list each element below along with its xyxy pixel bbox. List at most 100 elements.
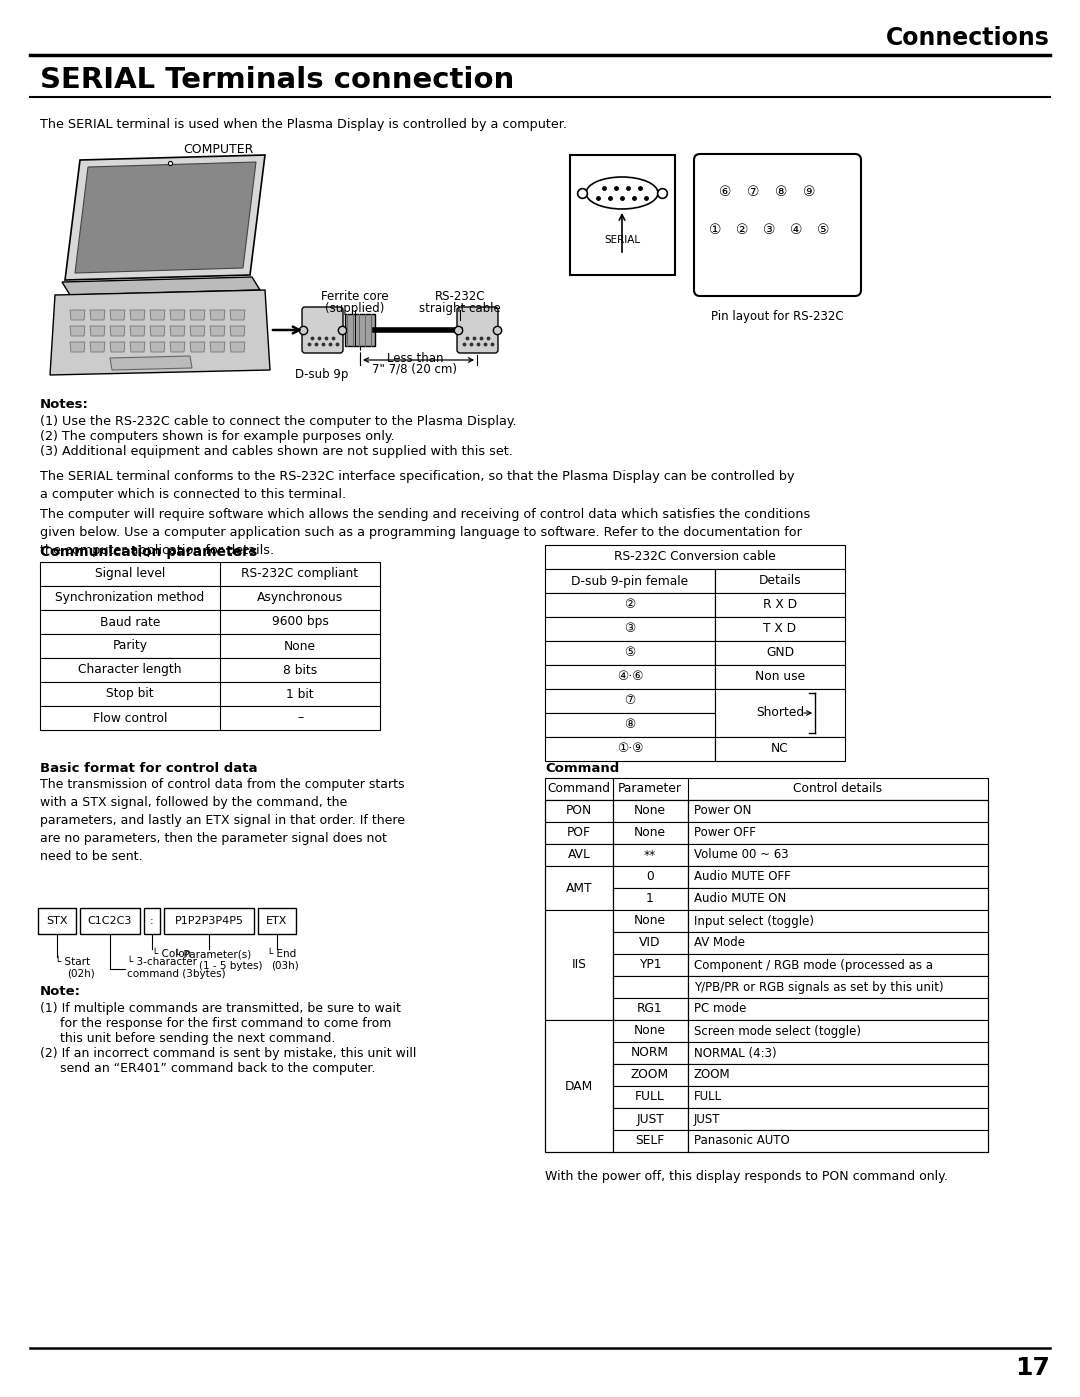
Text: :: : — [150, 916, 153, 926]
Bar — [688, 1065, 988, 1085]
Text: ⑦: ⑦ — [746, 184, 759, 198]
Text: ⑧: ⑧ — [774, 184, 787, 198]
Text: T X D: T X D — [764, 623, 797, 636]
Polygon shape — [110, 342, 125, 352]
Text: for the response for the first command to come from: for the response for the first command t… — [40, 1017, 391, 1030]
Bar — [715, 738, 845, 761]
Text: RG1: RG1 — [637, 1003, 663, 1016]
FancyBboxPatch shape — [457, 307, 498, 353]
Text: (1) If multiple commands are transmitted, be sure to wait: (1) If multiple commands are transmitted… — [40, 1002, 401, 1016]
Polygon shape — [190, 326, 205, 337]
Bar — [715, 569, 845, 592]
Text: COMPUTER: COMPUTER — [183, 142, 253, 156]
Text: Note:: Note: — [40, 985, 81, 997]
Text: None: None — [634, 915, 666, 928]
Bar — [144, 908, 160, 935]
Text: GND: GND — [766, 647, 794, 659]
FancyBboxPatch shape — [302, 307, 343, 353]
Text: ZOOM: ZOOM — [631, 1069, 670, 1081]
Polygon shape — [230, 310, 245, 320]
Bar — [613, 1042, 688, 1065]
Bar — [613, 1065, 688, 1085]
Polygon shape — [150, 326, 165, 337]
Text: ⑤: ⑤ — [624, 647, 636, 659]
Bar — [545, 689, 715, 712]
Text: Less than: Less than — [387, 352, 443, 365]
Text: Notes:: Notes: — [40, 398, 89, 411]
Text: With the power off, this display responds to PON command only.: With the power off, this display respond… — [545, 1171, 948, 1183]
Bar — [164, 908, 254, 935]
Text: Ferrite core: Ferrite core — [321, 291, 389, 303]
Text: Flow control: Flow control — [93, 711, 167, 725]
Text: SELF: SELF — [635, 1134, 664, 1147]
Text: straight cable: straight cable — [419, 302, 501, 314]
Text: Y/PB/PR or RGB signals as set by this unit): Y/PB/PR or RGB signals as set by this un… — [694, 981, 944, 993]
Text: FULL: FULL — [694, 1091, 723, 1104]
Polygon shape — [150, 342, 165, 352]
Text: VID: VID — [639, 936, 661, 950]
Bar — [613, 1108, 688, 1130]
Text: The SERIAL terminal conforms to the RS-232C interface specification, so that the: The SERIAL terminal conforms to the RS-2… — [40, 469, 795, 502]
Text: Shorted: Shorted — [756, 707, 805, 719]
Bar — [40, 658, 380, 682]
Bar — [715, 665, 845, 689]
Bar — [688, 866, 988, 888]
Bar — [40, 610, 380, 634]
Bar — [613, 866, 688, 888]
Bar — [545, 617, 715, 641]
Text: Parameter: Parameter — [618, 782, 681, 795]
Text: STX: STX — [46, 916, 68, 926]
Text: └ Start: └ Start — [55, 957, 90, 967]
Polygon shape — [110, 326, 125, 337]
Bar — [613, 888, 688, 909]
Text: ⑥: ⑥ — [719, 184, 731, 198]
Text: Audio MUTE ON: Audio MUTE ON — [694, 893, 786, 905]
Bar — [688, 997, 988, 1020]
Ellipse shape — [586, 177, 658, 210]
Polygon shape — [170, 326, 185, 337]
Polygon shape — [170, 310, 185, 320]
Text: ⑨: ⑨ — [802, 184, 815, 198]
Text: Volume 00 ~ 63: Volume 00 ~ 63 — [694, 848, 788, 862]
Text: Component / RGB mode (processed as a: Component / RGB mode (processed as a — [694, 958, 933, 971]
Bar — [545, 821, 613, 844]
Bar — [545, 844, 613, 866]
Text: Pin layout for RS-232C: Pin layout for RS-232C — [711, 310, 843, 323]
Text: 9600 bps: 9600 bps — [271, 616, 328, 629]
Text: 1: 1 — [646, 893, 653, 905]
Text: 7" 7/8 (20 cm): 7" 7/8 (20 cm) — [373, 363, 458, 376]
Bar — [545, 665, 715, 689]
Bar — [80, 908, 140, 935]
Text: The computer will require software which allows the sending and receiving of con: The computer will require software which… — [40, 509, 810, 557]
Text: PON: PON — [566, 805, 592, 817]
Text: command (3bytes): command (3bytes) — [127, 970, 226, 979]
Bar — [345, 314, 375, 346]
Polygon shape — [230, 342, 245, 352]
Text: **: ** — [644, 848, 657, 862]
Bar — [613, 1020, 688, 1042]
Text: (3) Additional equipment and cables shown are not supplied with this set.: (3) Additional equipment and cables show… — [40, 446, 513, 458]
Text: Command: Command — [548, 782, 610, 795]
Bar — [545, 569, 715, 592]
Polygon shape — [70, 326, 85, 337]
Text: (1) Use the RS-232C cable to connect the computer to the Plasma Display.: (1) Use the RS-232C cable to connect the… — [40, 415, 516, 427]
Text: (03h): (03h) — [271, 961, 299, 971]
Text: ①·⑨: ①·⑨ — [617, 742, 644, 756]
Text: Power OFF: Power OFF — [694, 827, 756, 840]
Polygon shape — [65, 155, 265, 279]
Text: 0: 0 — [646, 870, 653, 883]
Bar — [545, 641, 715, 665]
Text: └ End: └ End — [267, 949, 296, 958]
Text: └ Colon: └ Colon — [152, 949, 191, 958]
Bar — [688, 844, 988, 866]
Bar — [258, 908, 296, 935]
Text: (2) If an incorrect command is sent by mistake, this unit will: (2) If an incorrect command is sent by m… — [40, 1046, 417, 1060]
Bar — [688, 800, 988, 821]
Polygon shape — [210, 326, 225, 337]
Text: Connections: Connections — [886, 27, 1050, 50]
Bar — [545, 800, 613, 821]
Bar — [715, 617, 845, 641]
Text: Screen mode select (toggle): Screen mode select (toggle) — [694, 1024, 861, 1038]
Text: Power ON: Power ON — [694, 805, 752, 817]
Text: ④·⑥: ④·⑥ — [617, 671, 644, 683]
